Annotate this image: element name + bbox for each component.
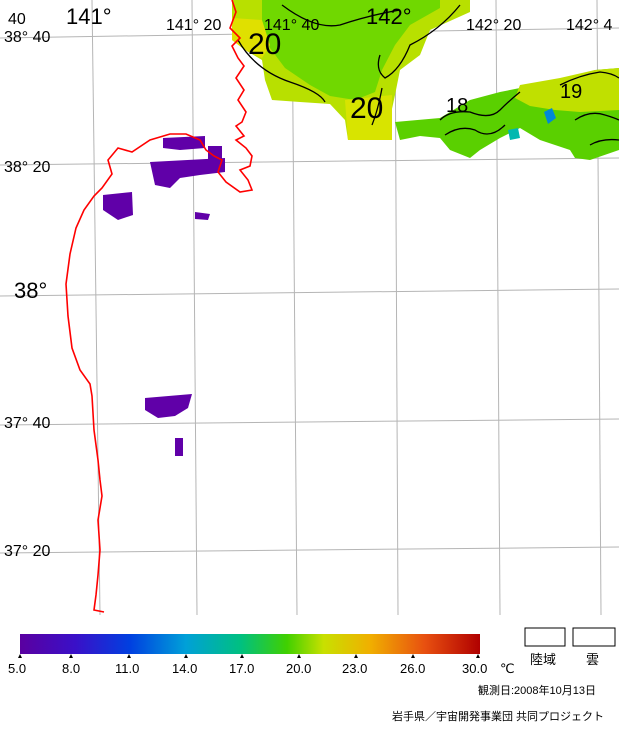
sst-patch-cold-7 xyxy=(208,146,222,160)
observation-date: 観測日:2008年10月13日 xyxy=(478,683,596,697)
legend-tick-mark-6 xyxy=(354,654,358,658)
legend-tick-7: 26.0 xyxy=(400,661,425,676)
legend-tick-mark-4 xyxy=(240,654,244,658)
temperature-color-bar xyxy=(20,634,480,654)
sst-patch-east-yellow xyxy=(515,68,619,112)
sst-patch-yellow-south xyxy=(345,95,392,140)
legend-tick-mark-2 xyxy=(127,654,131,658)
legend-unit: ℃ xyxy=(500,661,515,676)
legend-tick-1: 8.0 xyxy=(62,661,80,676)
isotherm-loop xyxy=(377,4,461,79)
contour-label-20-south: 20 xyxy=(350,92,383,125)
land-label: 陸域 xyxy=(530,652,556,667)
isotherm-east-1 xyxy=(439,91,521,121)
lon-labels: 141° 141° 20 141° 40 142° 142° 20 142° 4 xyxy=(66,4,613,34)
lon-label-141-20: 141° 20 xyxy=(166,17,221,34)
sst-patch-cold-6 xyxy=(195,212,210,220)
lat-label-37-20: 37° 20 xyxy=(4,543,51,560)
lon-label-142-40: 142° 4 xyxy=(566,17,613,34)
temperature-legend: 5.0 8.0 11.0 14.0 17.0 20.0 23.0 26.0 30… xyxy=(8,627,616,676)
contour-label-20-west: 20 xyxy=(248,28,281,61)
legend-tick-mark-7 xyxy=(411,654,415,658)
lon-label-141-40: 141° 40 xyxy=(264,17,319,34)
isotherms xyxy=(237,4,619,146)
sst-warm-region xyxy=(103,0,619,456)
parallel-37-20 xyxy=(0,546,619,554)
lon-label-142-00: 142° xyxy=(366,4,412,29)
legend-tick-3: 14.0 xyxy=(172,661,197,676)
contour-label-18: 18 xyxy=(446,95,468,117)
sst-patch-cold-2 xyxy=(150,158,225,188)
lat-label-37-40: 37° 40 xyxy=(4,415,51,432)
sst-patch-north-yellow xyxy=(232,18,270,58)
legend-tick-mark-1 xyxy=(69,654,73,658)
isotherm-center xyxy=(281,4,401,27)
legend-tick-6: 23.0 xyxy=(342,661,367,676)
isotherm-west xyxy=(237,39,326,103)
isotherm-east-5 xyxy=(589,138,619,146)
isotherm-south xyxy=(371,87,383,126)
meridian-142-00 xyxy=(394,0,399,616)
legend-tick-mark-3 xyxy=(184,654,188,658)
sst-patch-cold-4 xyxy=(145,394,192,418)
contour-label-19: 19 xyxy=(560,81,582,103)
sst-patch-north-green xyxy=(262,0,440,100)
lon-label-141-00: 141° xyxy=(66,4,112,29)
lat-label-38-00: 38° xyxy=(14,278,47,303)
legend-tick-4: 17.0 xyxy=(229,661,254,676)
isotherm-east-2 xyxy=(444,124,506,136)
legend-tick-marks xyxy=(18,654,480,658)
sst-patch-east-cyan xyxy=(508,128,520,140)
legend-tick-2: 11.0 xyxy=(115,661,139,676)
lon-label-142-20: 142° 20 xyxy=(466,17,521,34)
sst-patch-east-blue xyxy=(544,108,556,124)
legend-tick-8: 30.0 xyxy=(462,661,487,676)
coastline xyxy=(65,0,254,613)
isotherm-east-4 xyxy=(574,112,619,121)
lat-label-38-40: 38° 40 xyxy=(4,29,51,46)
parallel-38-00 xyxy=(0,288,619,297)
legend-tick-5: 20.0 xyxy=(286,661,311,676)
cloud-swatch xyxy=(572,627,616,647)
lat-label-38-20: 38° 20 xyxy=(4,159,51,176)
legend-tick-mark-0 xyxy=(18,654,22,658)
legend-tick-mark-5 xyxy=(297,654,301,658)
lat-labels: 40 38° 40 38° 20 38° 37° 40 37° 20 xyxy=(4,11,51,560)
meridian-141-20 xyxy=(191,0,198,616)
meridian-141-40 xyxy=(291,0,298,616)
sst-patch-cold-3 xyxy=(103,192,133,220)
credit-line: 岩手県／宇宙開発事業団 共同プロジェクト xyxy=(392,709,604,723)
legend-tick-0: 5.0 xyxy=(8,661,26,676)
sst-patch-cold-5 xyxy=(175,438,183,456)
parallel-37-40 xyxy=(0,418,619,426)
land-swatch xyxy=(524,627,566,647)
contour-value-labels: 20 20 18 19 xyxy=(248,28,582,125)
cloud-label: 雲 xyxy=(586,652,599,667)
parallel-38-20 xyxy=(0,157,619,166)
lat-label-corner-fragment: 40 xyxy=(8,11,26,28)
isotherm-east-3 xyxy=(559,71,619,86)
legend-tick-mark-8 xyxy=(476,654,480,658)
sst-patch-cold-1 xyxy=(163,136,205,150)
